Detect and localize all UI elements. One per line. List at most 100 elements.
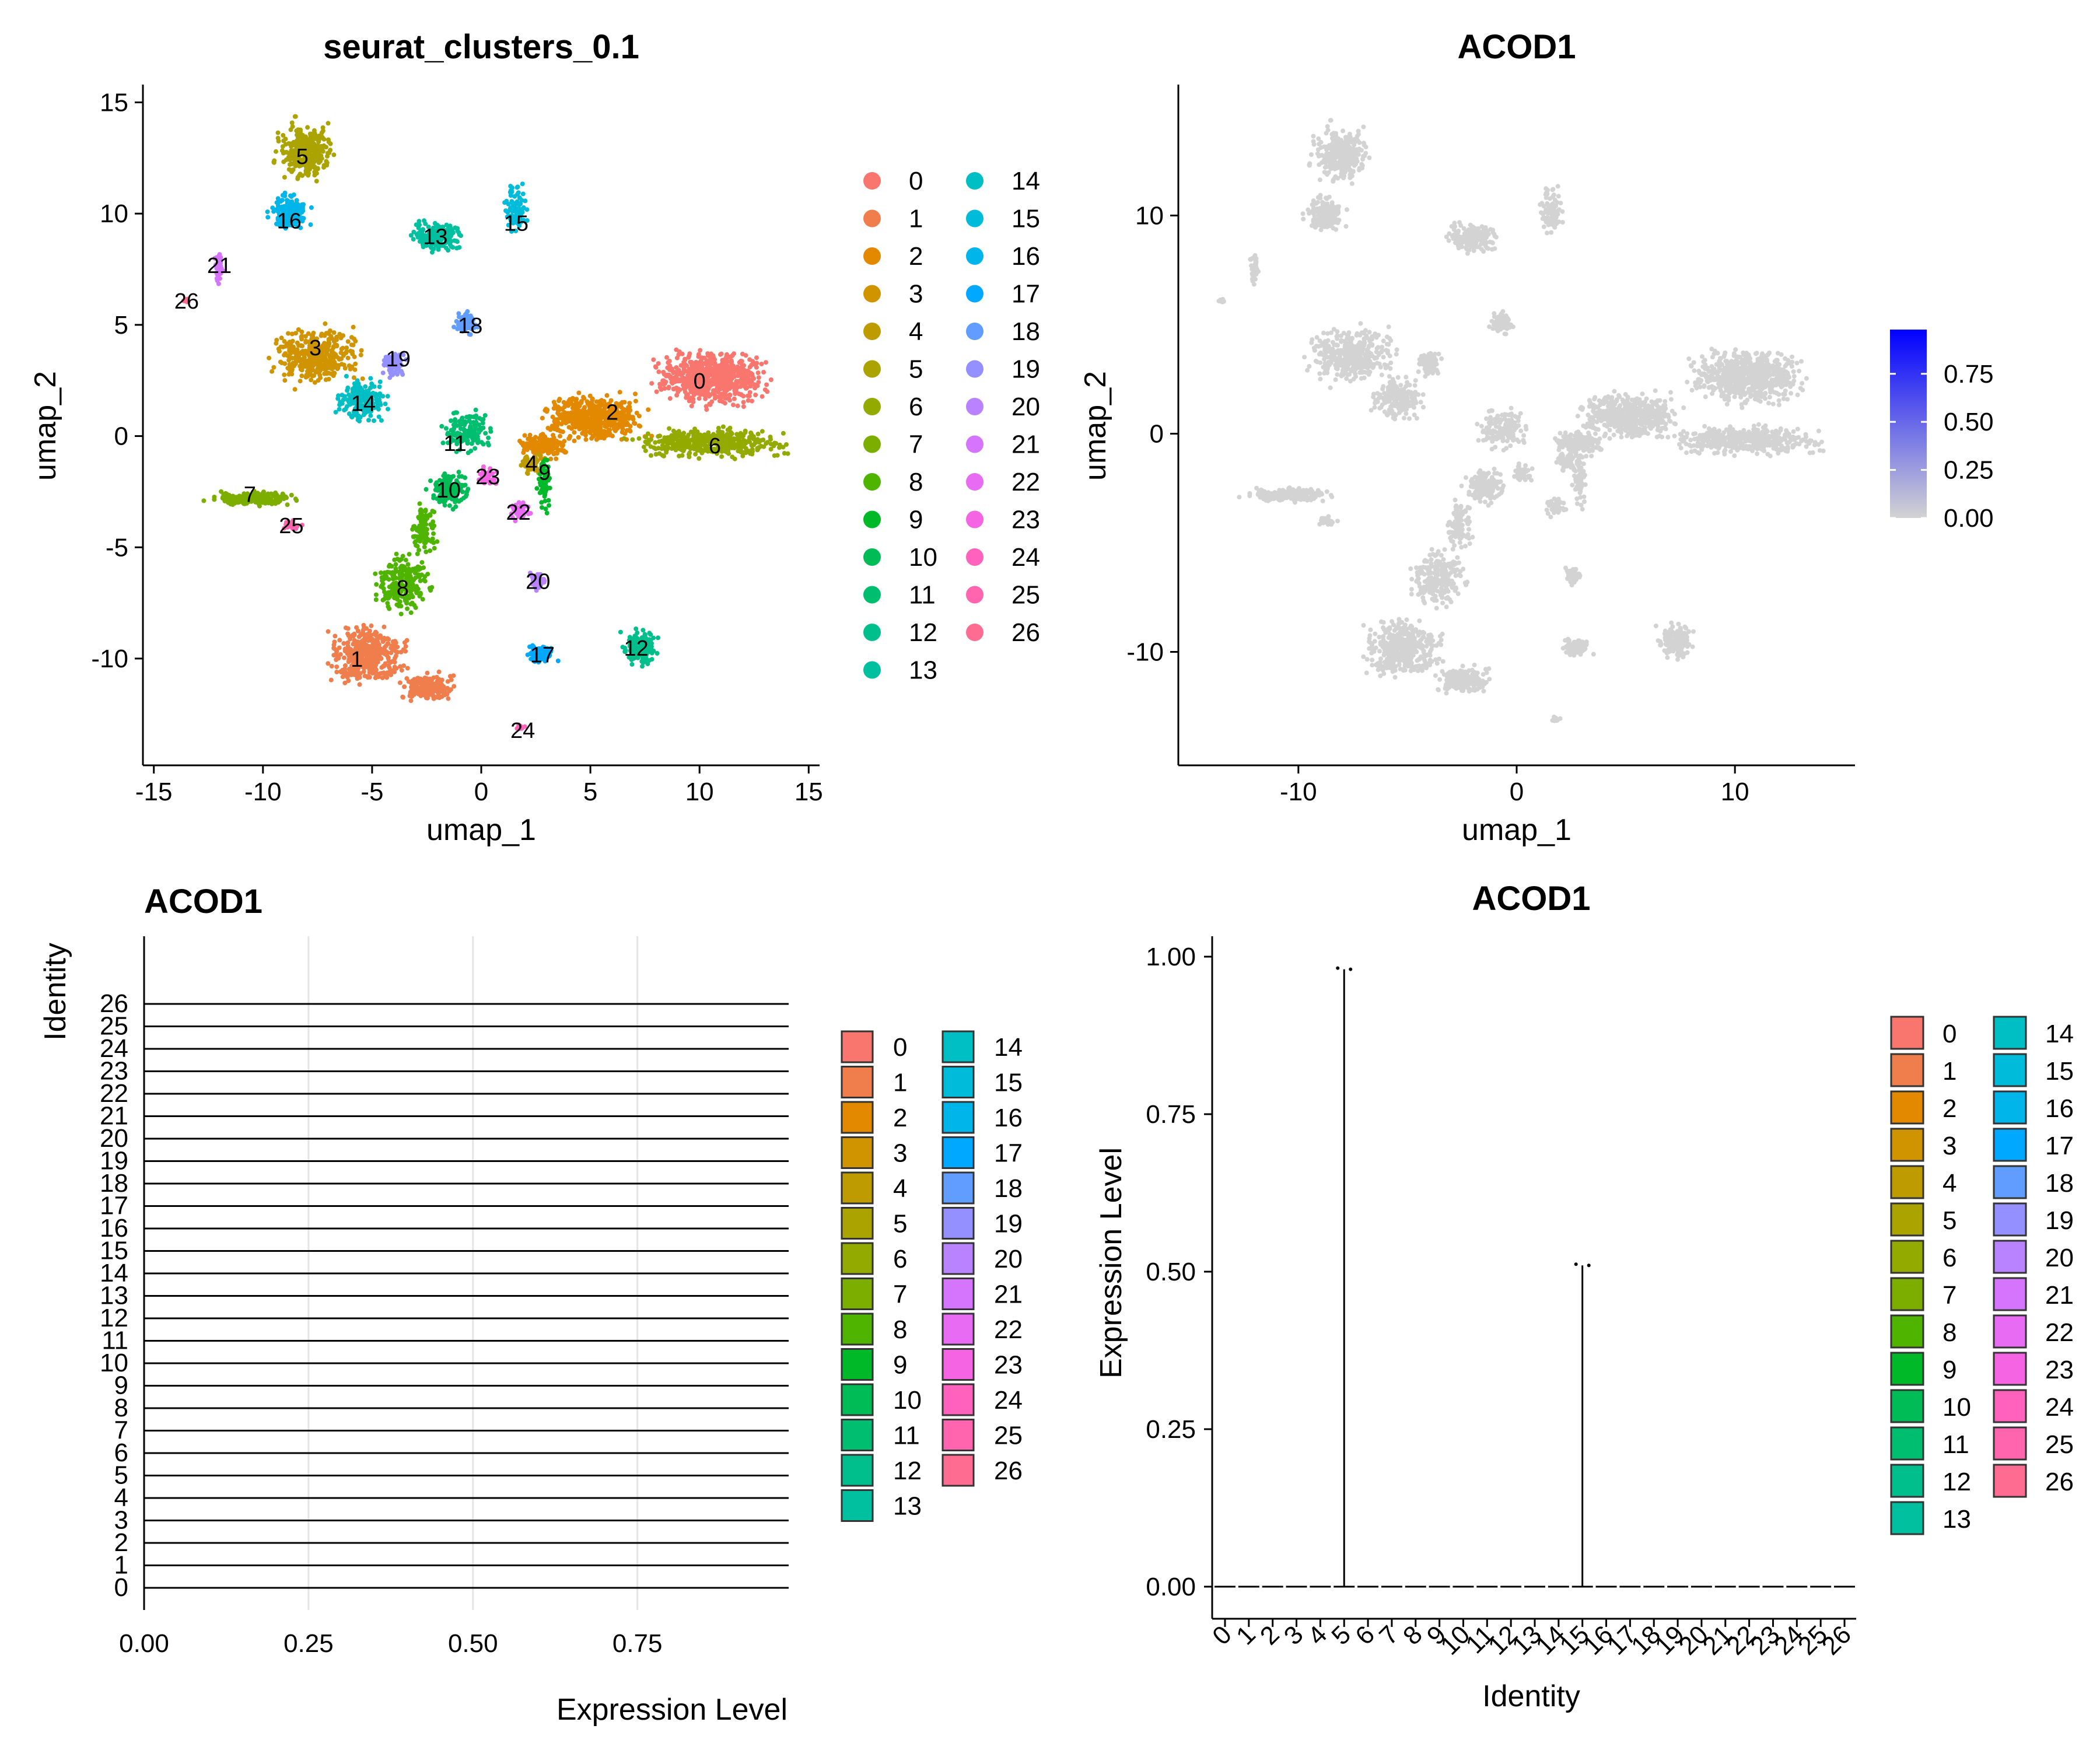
cluster-0-point (741, 404, 746, 410)
cluster-3-point (282, 378, 288, 383)
cluster-0-point (694, 380, 699, 386)
cluster-0-point (696, 396, 702, 401)
cluster-2-point (598, 425, 603, 430)
cluster-3-point (350, 349, 355, 354)
cluster-1-point (352, 632, 357, 638)
cluster-0-point (735, 403, 740, 408)
cluster-11-point (443, 426, 449, 431)
cluster-11-point (473, 446, 478, 451)
cluster-1-point (343, 673, 348, 678)
cluster-1-point (357, 682, 362, 687)
cluster-6-point (746, 449, 751, 454)
cluster-1-point (334, 648, 340, 653)
cluster-11-point (454, 410, 459, 415)
cluster-3-point (331, 365, 336, 370)
cluster-3-point (311, 363, 316, 368)
cluster-3-point (337, 357, 342, 362)
cluster-1-point (421, 688, 426, 694)
cluster-1-point (369, 623, 374, 628)
cluster-6-point (652, 445, 657, 450)
cluster-0-point (674, 393, 680, 398)
cluster-7-point (278, 497, 283, 502)
cluster-11-point (476, 427, 481, 432)
cluster-6-point (738, 440, 743, 445)
cluster-2-point (618, 402, 624, 407)
cluster-0-point (754, 365, 759, 370)
cluster-0-point (704, 404, 709, 409)
cluster-2-point (583, 410, 589, 415)
cluster-15-point (523, 198, 528, 204)
cluster-6-point (688, 429, 694, 435)
cluster-9-point (547, 503, 551, 508)
cluster-14-point (344, 404, 349, 409)
cluster-14-point (363, 384, 368, 389)
cluster-0-point (656, 361, 661, 366)
cluster-8-point (398, 611, 404, 617)
cluster-3-point (323, 341, 328, 346)
cluster-0-point (740, 379, 744, 384)
cluster-6-point (659, 446, 664, 452)
cluster-8-point (413, 605, 418, 610)
cluster-0-point (753, 393, 758, 397)
cluster-5-point (316, 139, 321, 144)
cluster-1-point (408, 698, 414, 704)
cluster-2-point (555, 420, 561, 425)
cluster-0-point (693, 391, 698, 396)
cluster-3-point (328, 371, 334, 376)
cluster-2-point (622, 431, 628, 436)
cluster-3-point (293, 331, 298, 336)
cluster-1-point (385, 641, 390, 646)
cluster-6-point (667, 437, 672, 442)
cluster-6-point (672, 432, 677, 437)
cluster-0-point (677, 379, 682, 384)
cluster-2-point (544, 409, 550, 414)
cluster-2-point (577, 426, 582, 432)
cluster-16-point (291, 192, 296, 197)
cluster-0-point (676, 387, 681, 392)
cluster-2-point (598, 435, 604, 440)
cluster-10-point (441, 473, 446, 478)
cluster-0-point (728, 377, 733, 383)
cluster-6-point (760, 429, 765, 434)
cluster-1-point (367, 670, 372, 675)
cluster-1-point (334, 670, 340, 674)
cluster-11-point (466, 429, 471, 435)
cluster-1-point (372, 632, 377, 637)
cluster-3-point (340, 345, 345, 351)
cluster-8-point (424, 550, 429, 554)
cluster-2-point (554, 456, 559, 461)
cluster-13-point (450, 245, 456, 250)
cluster-0-point (692, 367, 698, 372)
cluster-5-point (306, 173, 311, 178)
cluster-7-point (289, 492, 294, 498)
cluster-8-point (428, 588, 433, 593)
cluster-11-point (461, 426, 467, 432)
cluster-8-point (393, 562, 398, 567)
cluster-8-point (387, 584, 392, 590)
cluster-5-point (309, 138, 314, 144)
cluster-2-point (594, 432, 599, 438)
cluster-6-point (784, 442, 789, 447)
cluster-2-point (536, 442, 541, 447)
cluster-5-point (315, 166, 320, 171)
cluster-3-point (298, 367, 303, 372)
cluster-6-point (680, 433, 685, 439)
cluster-1-point (425, 670, 430, 676)
cluster-6-point (716, 425, 721, 430)
cluster-2-point (529, 441, 534, 446)
cluster-1-point (345, 626, 351, 631)
cluster-15-point (508, 184, 513, 189)
cluster-3-point (287, 355, 292, 360)
cluster-1-point (331, 642, 337, 648)
cluster-8-point (428, 548, 433, 554)
cluster-2-point (590, 397, 595, 402)
cluster-2-point (561, 400, 566, 405)
cluster-8-point (421, 536, 426, 540)
cluster-0-point (762, 387, 768, 393)
cluster-1-point (355, 628, 360, 634)
cluster-0-point (714, 386, 719, 391)
cluster-0-point (720, 393, 726, 398)
cluster-8-point (418, 507, 424, 512)
cluster-0-point (687, 370, 691, 376)
cluster-8-point (390, 575, 396, 580)
